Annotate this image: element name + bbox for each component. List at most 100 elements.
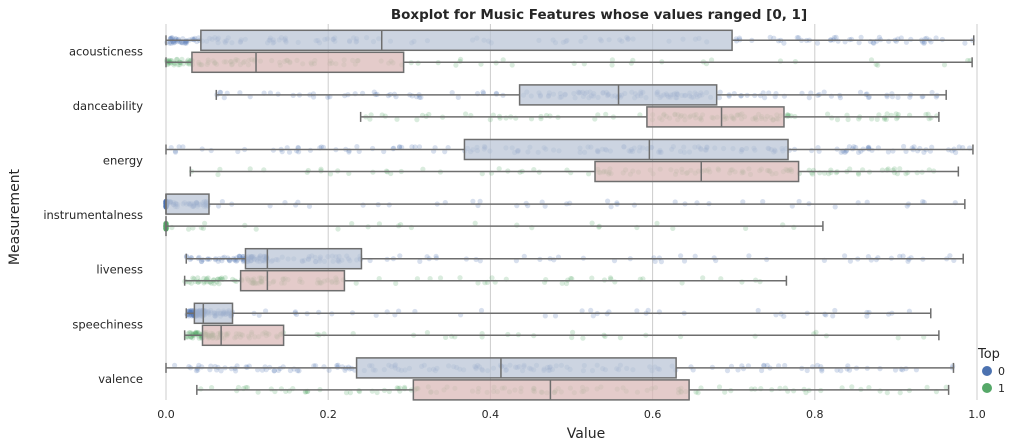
strip-point (198, 258, 205, 265)
strip-point (169, 35, 175, 41)
strip-point (681, 258, 688, 264)
strip-point (809, 171, 816, 177)
strip-point (923, 111, 929, 118)
strip-point (903, 171, 909, 177)
strip-point (509, 62, 515, 68)
strip-point (819, 368, 825, 374)
strip-point (857, 89, 864, 95)
strip-point (208, 147, 214, 154)
strip-point (911, 144, 917, 150)
strip-point (325, 94, 331, 100)
strip-point (417, 258, 423, 264)
strip-point (895, 335, 901, 341)
strip-point (856, 40, 862, 46)
strip-point (757, 279, 763, 285)
strip-point (762, 95, 768, 101)
strip-point (906, 308, 913, 314)
strip-point (794, 35, 800, 41)
strip-point (796, 198, 802, 205)
strip-point (202, 220, 208, 226)
strip-point (168, 36, 174, 42)
strip-point (190, 335, 196, 341)
strip-point (304, 169, 310, 175)
strip-point (386, 202, 392, 208)
strip-point (521, 253, 527, 259)
strip-point (183, 40, 189, 46)
strip-point (586, 171, 592, 177)
strip-point (472, 220, 478, 226)
strip-point (367, 116, 373, 122)
strip-point (480, 89, 486, 95)
strip-point (205, 275, 211, 281)
strip-point (813, 329, 819, 335)
strip-point (834, 367, 840, 373)
strip-point (871, 40, 877, 46)
strip-point (609, 57, 616, 63)
strip-point (570, 329, 576, 335)
strip-point (755, 307, 761, 314)
category-label: instrumentalness (43, 208, 143, 222)
strip-point (394, 116, 400, 122)
strip-point (313, 363, 319, 369)
box-rect (191, 51, 405, 74)
strip-point (588, 307, 594, 313)
strip-point (370, 145, 376, 152)
strip-point (829, 115, 835, 121)
strip-point (167, 40, 173, 46)
strip-point (314, 331, 320, 337)
strip-point (634, 308, 640, 314)
strip-point (849, 384, 855, 390)
strip-point (172, 149, 179, 155)
strip-point (569, 334, 575, 341)
strip-point (746, 253, 752, 259)
legend-label-0: 0 (998, 365, 1005, 378)
strip-point (943, 384, 949, 390)
strip-point (458, 56, 464, 62)
strip-point (335, 226, 341, 232)
strip-point (885, 166, 891, 172)
strip-point (236, 253, 242, 259)
strip-point (908, 36, 914, 42)
strip-point (924, 384, 930, 390)
strip-point (835, 38, 841, 44)
strip-point (631, 202, 638, 208)
strip-point (416, 94, 423, 100)
strip-point (217, 166, 223, 172)
strip-point (921, 40, 927, 46)
strip-point (736, 35, 743, 41)
strip-point (416, 144, 423, 150)
strip-point (236, 253, 242, 259)
strip-point (219, 275, 225, 281)
legend-marker-1 (982, 383, 992, 393)
strip-point (188, 280, 194, 286)
strip-point (865, 254, 872, 260)
strip-point (396, 144, 403, 150)
strip-point (171, 62, 177, 68)
strip-point (346, 149, 352, 155)
strip-point (255, 389, 261, 395)
strip-point (804, 367, 810, 374)
box-rect (463, 138, 789, 161)
strip-point (929, 89, 935, 96)
strip-point (306, 203, 313, 209)
box-rect (412, 379, 690, 401)
strip-point (179, 56, 185, 62)
strip-point (200, 225, 206, 231)
strip-point (268, 386, 274, 392)
strip-point (414, 117, 420, 123)
strip-point (907, 94, 913, 100)
strip-point (343, 390, 350, 396)
strip-point (711, 255, 717, 261)
strip-point (832, 307, 838, 314)
strip-point (921, 149, 927, 155)
strip-point (839, 385, 845, 391)
strip-point (234, 388, 240, 394)
strip-point (424, 330, 430, 336)
strip-point (603, 111, 609, 117)
boxes (165, 29, 975, 401)
strip-point (757, 93, 764, 99)
strip-point (845, 116, 851, 123)
strip-point (235, 384, 242, 391)
strip-point (580, 335, 586, 341)
